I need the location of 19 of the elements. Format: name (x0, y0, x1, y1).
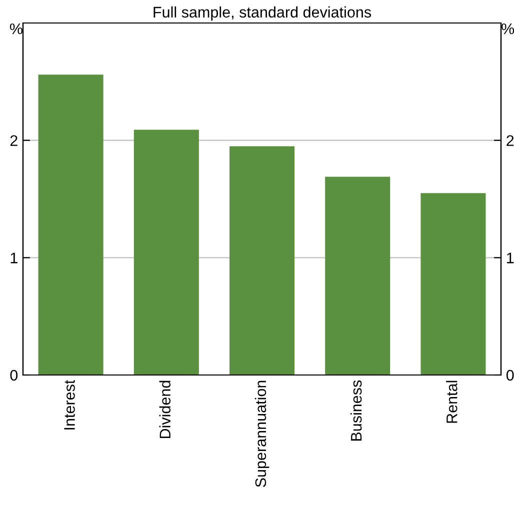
x-tick-label: Business (350, 380, 362, 441)
bar (325, 176, 390, 375)
bar (420, 193, 486, 375)
x-tick-label: Superannuation (254, 380, 270, 488)
x-tick-label: Rental (446, 380, 458, 423)
chart-title: Full sample, standard deviations (154, 6, 372, 21)
y2-tick-label: 1 (507, 252, 514, 264)
y-axis-title: % (10, 23, 22, 34)
bar (38, 74, 104, 375)
x-tick-label: Interest (64, 380, 75, 430)
y2-tick-label: 0 (506, 370, 514, 381)
y-tick-label: 0 (10, 370, 18, 381)
y-tick-label: 2 (10, 135, 18, 146)
y2-axis-title: % (502, 23, 514, 34)
bar (134, 130, 199, 375)
y2-tick-label: 2 (506, 135, 514, 146)
y-tick-label: 1 (10, 252, 18, 264)
bar (229, 146, 295, 375)
x-tick-label: Dividend (159, 380, 170, 438)
